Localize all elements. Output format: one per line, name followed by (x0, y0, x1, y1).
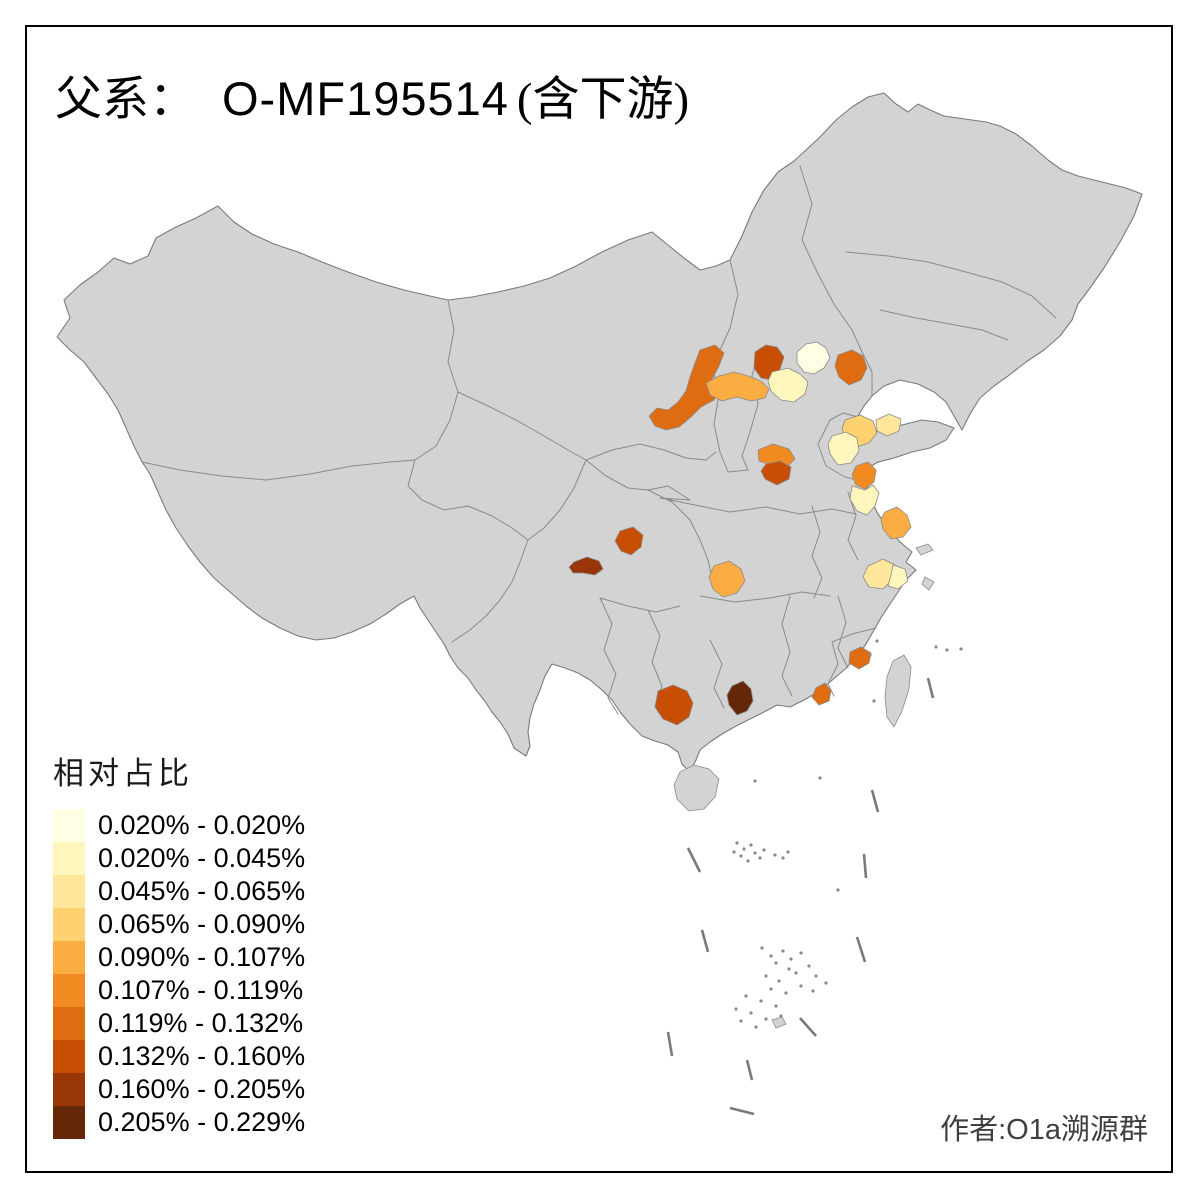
legend-label: 0.160% - 0.205% (98, 1074, 306, 1104)
legend: 相对占比 0.020% - 0.020% 0.020% - 0.045% 0.045… (53, 748, 305, 1139)
title-suffix: (含下游) (516, 74, 690, 126)
legend-label: 0.132% - 0.160% (98, 1041, 306, 1071)
zhoushan-islet (921, 576, 935, 591)
region-sichuan-south (568, 556, 604, 576)
legend-swatch (53, 1073, 85, 1106)
region-zhejiang-north-b (887, 564, 909, 590)
region-jiangsu-northeast (851, 461, 877, 490)
page-title: 父系： O-MF195514 (含下游) (55, 60, 689, 129)
spratly-islet (771, 1016, 787, 1029)
region-guangxi-east (726, 680, 754, 716)
region-henan-central (760, 460, 792, 486)
legend-swatch (53, 809, 85, 842)
legend-title: 相对占比 (53, 756, 193, 791)
chongming-islet (915, 543, 934, 556)
region-henan-west (757, 443, 796, 468)
legend-label: 0.020% - 0.045% (98, 843, 306, 873)
title-prefix: 父系： (55, 74, 196, 126)
sea-island-dots (732, 639, 963, 1029)
hainan-island (673, 764, 720, 812)
legend-swatch (53, 941, 85, 974)
region-hubei-central (708, 560, 746, 598)
legend-row: 0.090% - 0.107% (53, 941, 305, 974)
china-mainland-outline (56, 92, 1143, 773)
legend-label: 0.045% - 0.065% (98, 876, 306, 906)
nine-dash-line (666, 677, 935, 1116)
legend-row: 0.132% - 0.160% (53, 1040, 305, 1073)
region-zhejiang-north-a (862, 558, 896, 590)
legend-label: 0.119% - 0.132% (98, 1008, 304, 1038)
region-shandong-southwest (827, 431, 860, 466)
legend-swatch (53, 1106, 85, 1139)
author-credit: 作者:O1a溯源群 (940, 1114, 1148, 1146)
legend-row: 0.020% - 0.020% (53, 809, 305, 842)
region-jiangsu-pale (849, 484, 880, 516)
legend-row: 0.107% - 0.119% (53, 974, 305, 1007)
region-sichuan-east (614, 526, 644, 556)
title-haplogroup: O-MF195514 (222, 72, 509, 125)
region-hebei-central (767, 367, 809, 403)
legend-swatch (53, 875, 85, 908)
legend-row: 0.160% - 0.205% (53, 1073, 305, 1106)
region-fujian-southeast (848, 646, 872, 670)
region-beijing (796, 341, 831, 375)
legend-swatch (53, 1040, 85, 1073)
legend-row: 0.065% - 0.090% (53, 908, 305, 941)
region-guangxi-south (654, 684, 694, 726)
legend-swatch (53, 1007, 85, 1040)
legend-swatch (53, 908, 85, 941)
legend-label: 0.065% - 0.090% (98, 909, 306, 939)
legend-row: 0.119% - 0.132% (53, 1007, 305, 1040)
legend-label: 0.107% - 0.119% (98, 975, 304, 1005)
region-inner-mongolia-west (648, 344, 725, 431)
legend-row: 0.045% - 0.065% (53, 875, 305, 908)
legend-label: 0.020% - 0.020% (98, 810, 306, 840)
legend-row: 0.020% - 0.045% (53, 842, 305, 875)
legend-rows: 0.020% - 0.020% 0.020% - 0.045% 0.045% - 0… (53, 809, 305, 1139)
region-hebei-east-coastal (834, 349, 868, 386)
legend-label: 0.090% - 0.107% (98, 942, 306, 972)
region-hebei-northwest-band (705, 371, 770, 402)
taiwan-island (884, 654, 912, 728)
region-guangdong-east (811, 682, 832, 706)
region-shandong-peninsula (875, 413, 902, 437)
legend-swatch (53, 842, 85, 875)
legend-swatch (53, 974, 85, 1007)
legend-row: 0.205% - 0.229% (53, 1106, 305, 1139)
region-jiangsu-coastal-mid (880, 506, 912, 540)
province-borders (141, 165, 1057, 715)
legend-label: 0.205% - 0.229% (98, 1107, 306, 1137)
